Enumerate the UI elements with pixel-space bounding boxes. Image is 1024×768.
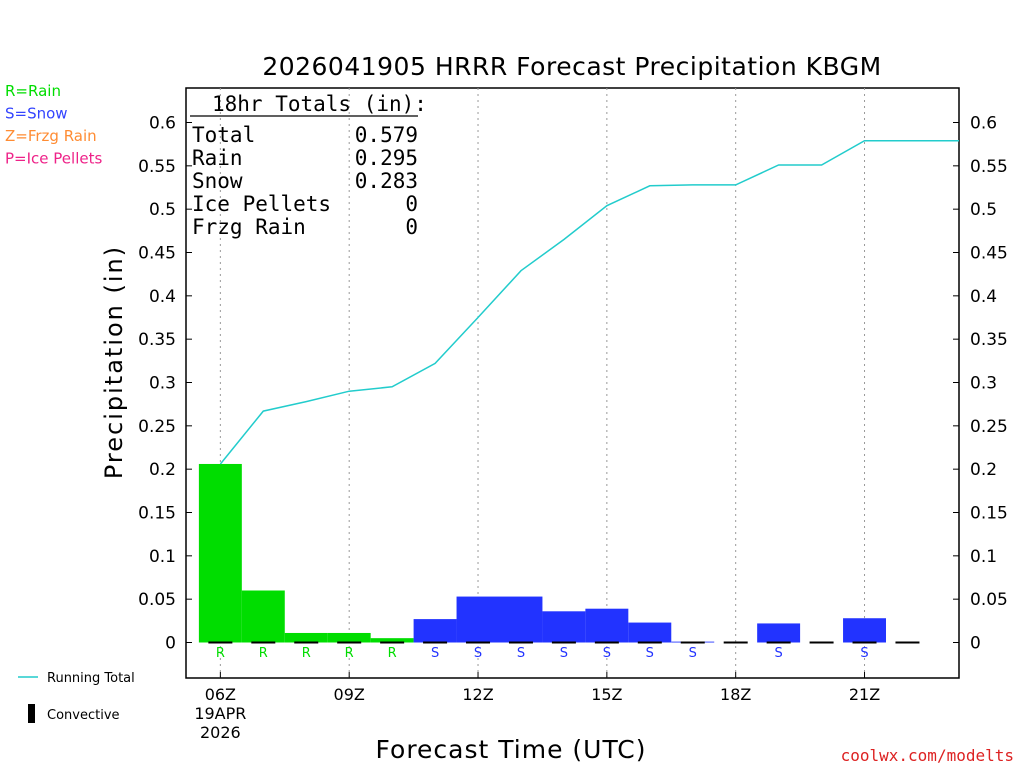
precip-bar-21z [843, 618, 886, 643]
precip-bar-16z [628, 622, 672, 643]
ptype-label-11z: S [431, 646, 439, 661]
totals-label-snow: Snow [192, 169, 243, 193]
ptype-label-12z: S [474, 646, 482, 661]
precip-bar-12z [456, 596, 500, 643]
totals-value-rain: 0.295 [355, 146, 418, 170]
totals-label-frzg-rain: Frzg Rain [192, 215, 306, 239]
ytick-right-label: 0 [970, 634, 981, 654]
ptype-label-15z: S [603, 646, 611, 661]
ytick-left-label: 0.2 [149, 460, 176, 480]
ytick-left-label: 0.3 [149, 374, 176, 394]
ytick-left-label: 0.55 [138, 157, 176, 177]
ytick-left-label: 0.05 [138, 590, 176, 610]
running-total-legend-label: Running Total [47, 671, 135, 686]
ytick-left-label: 0.6 [149, 114, 176, 134]
xtick-label-21Z: 21Z [849, 685, 880, 704]
xtick-label-15Z: 15Z [591, 685, 622, 704]
ytick-left-label: 0.25 [138, 417, 176, 437]
totals-label-ice-pellets: Ice Pellets [192, 192, 331, 216]
ptype-key-z: Z=Frzg Rain [5, 127, 97, 145]
ptype-label-14z: S [560, 646, 568, 661]
ytick-right-label: 0.35 [970, 330, 1008, 350]
ytick-right-label: 0.25 [970, 417, 1008, 437]
totals-value-ice-pellets: 0 [405, 192, 418, 216]
ytick-right-label: 0.6 [970, 114, 997, 134]
y-axis-label: Precipitation (in) [100, 245, 128, 479]
precip-bars [198, 463, 886, 643]
precip-bar-14z [542, 611, 586, 643]
ytick-right-label: 0.5 [970, 200, 997, 220]
precip-bar-9z [327, 632, 371, 643]
credit-text: coolwx.com/modelts [841, 746, 1014, 765]
totals-header: 18hr Totals (in): [212, 92, 427, 116]
ptype-label-6z: R [216, 646, 225, 661]
precip-bar-10z [370, 638, 414, 643]
ytick-left-label: 0.35 [138, 330, 176, 350]
precip-bar-13z [499, 596, 543, 643]
ytick-left-label: 0.45 [138, 244, 176, 264]
precip-bar-11z [413, 619, 457, 643]
ytick-right-label: 0.2 [970, 460, 997, 480]
ptype-label-10z: R [388, 646, 397, 661]
totals-label-rain: Rain [192, 146, 243, 170]
totals-box: 18hr Totals (in): Total 0.579 Rain 0.295 Snow… [190, 92, 427, 239]
ptype-label-19z: S [775, 646, 783, 661]
ptype-label-8z: R [302, 646, 311, 661]
convective-legend-swatch [28, 704, 35, 723]
ytick-right-label: 0.3 [970, 374, 997, 394]
ptype-label-21z: S [860, 646, 868, 661]
ytick-left-label: 0.15 [138, 504, 176, 524]
precip-bar-19z [757, 623, 801, 643]
ytick-left-label: 0 [165, 634, 176, 654]
ytick-right-label: 0.4 [970, 287, 997, 307]
xtick-label-12Z: 12Z [462, 685, 493, 704]
totals-value-snow: 0.283 [355, 169, 418, 193]
xtick-label-06Z: 06Z [205, 685, 236, 704]
precip-bar-6z [198, 463, 242, 643]
totals-value-total: 0.579 [355, 123, 418, 147]
ptype-label-7z: R [259, 646, 268, 661]
x-axis-label: Forecast Time (UTC) [376, 735, 647, 764]
precip-bar-7z [241, 590, 285, 643]
chart-title: 2026041905 HRRR Forecast Precipitation K… [262, 52, 881, 81]
ptype-label-16z: S [646, 646, 654, 661]
precip-bar-8z [284, 632, 328, 643]
ytick-right-label: 0.05 [970, 590, 1008, 610]
xtick-date: 19APR [194, 704, 246, 723]
plot-frame [185, 87, 960, 679]
convective-legend-label: Convective [47, 708, 120, 723]
ytick-left-label: 0.4 [149, 287, 176, 307]
ytick-right-label: 0.1 [970, 547, 997, 567]
xtick-year: 2026 [200, 723, 241, 742]
totals-label-total: Total [192, 123, 255, 147]
ptype-label-17z: S [689, 646, 697, 661]
ytick-right-label: 0.45 [970, 244, 1008, 264]
ytick-right-label: 0.15 [970, 504, 1008, 524]
ptype-label-9z: R [345, 646, 354, 661]
xtick-label-09Z: 09Z [334, 685, 365, 704]
ptype-key: R=Rain S=Snow Z=Frzg Rain P=Ice Pellets [5, 82, 102, 168]
ytick-right-label: 0.55 [970, 157, 1008, 177]
xtick-label-18Z: 18Z [720, 685, 751, 704]
y-axis-left: 0 0.05 0.1 0.15 0.2 0.25 0.3 0.35 0.4 0.45 0.5 0.55… [138, 114, 192, 654]
totals-value-frzg-rain: 0 [405, 215, 418, 239]
ytick-left-label: 0.1 [149, 547, 176, 567]
ytick-left-label: 0.5 [149, 200, 176, 220]
y-axis-right: 0 0.05 0.1 0.15 0.2 0.25 0.3 0.35 0.4 0.45 0.5 0.55… [953, 114, 1008, 654]
ptype-key-r: R=Rain [5, 82, 61, 100]
precip-bar-15z [585, 608, 629, 643]
ptype-key-s: S=Snow [5, 105, 68, 123]
running-total-line [219, 139, 959, 465]
ptype-label-13z: S [517, 646, 525, 661]
vertical-gridlines [219, 88, 866, 678]
ptype-key-p: P=Ice Pellets [5, 150, 102, 168]
